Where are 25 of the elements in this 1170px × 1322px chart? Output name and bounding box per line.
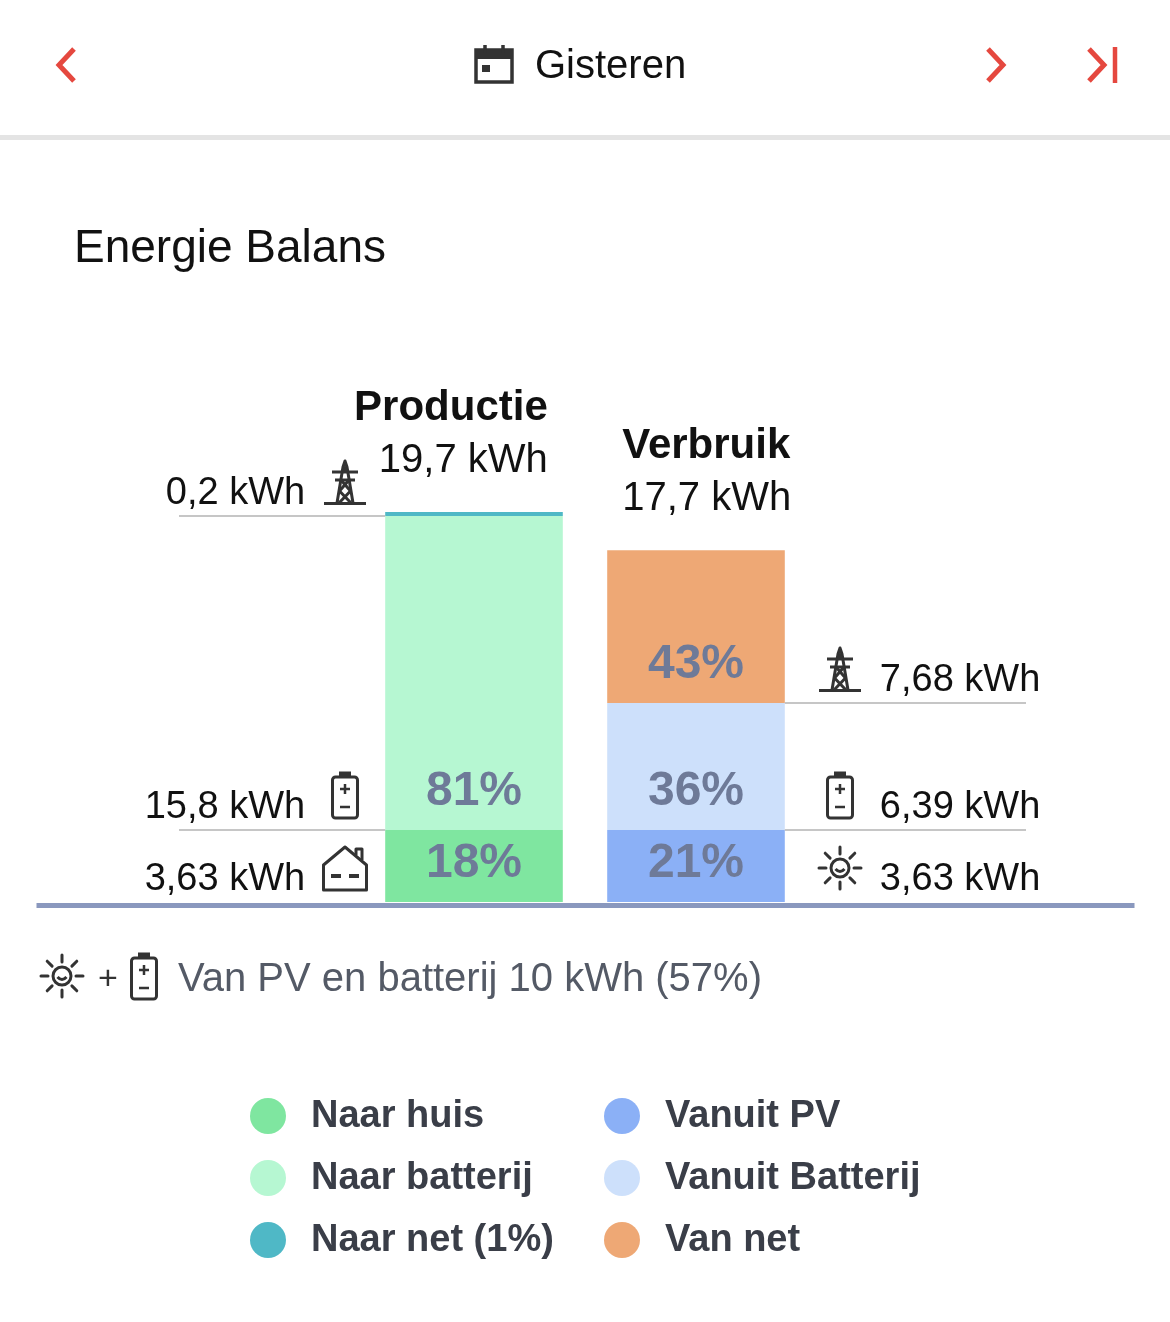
text: + — [98, 958, 118, 996]
legend-label: Naar huis — [311, 1093, 485, 1135]
annotation: 81% — [425, 761, 523, 815]
annotation: 18% — [425, 834, 523, 887]
text: Gisteren — [535, 42, 687, 86]
legend-label: Van net — [665, 1217, 801, 1259]
annotation: 36% — [647, 761, 745, 815]
legend-label: Naar batterij — [311, 1155, 533, 1197]
x-tick-label: Productie — [354, 382, 548, 429]
total-label: 17,7 kWh — [622, 474, 792, 519]
legend-label: Naar net (1%) — [311, 1217, 554, 1259]
data-label: 3,63 kWh — [144, 856, 306, 898]
text: Van PV en batterij 10 kWh (57%) — [178, 955, 762, 999]
total-label: 19,7 kWh — [378, 436, 548, 480]
x-tick-label: Verbruik — [622, 420, 791, 468]
data-label: 3,63 kWh — [879, 856, 1041, 898]
data-label: 6,39 kWh — [879, 783, 1041, 826]
annotation: 43% — [647, 634, 745, 688]
data-label: 0,2 kWh — [165, 469, 306, 512]
data-label: 15,8 kWh — [144, 783, 306, 826]
annotation: 21% — [647, 834, 745, 887]
data-label: 7,68 kWh — [879, 656, 1041, 699]
legend-label: Vanuit Batterij — [665, 1155, 921, 1197]
chart-title: Energie Balans — [74, 220, 386, 272]
legend-label: Vanuit PV — [665, 1093, 841, 1135]
